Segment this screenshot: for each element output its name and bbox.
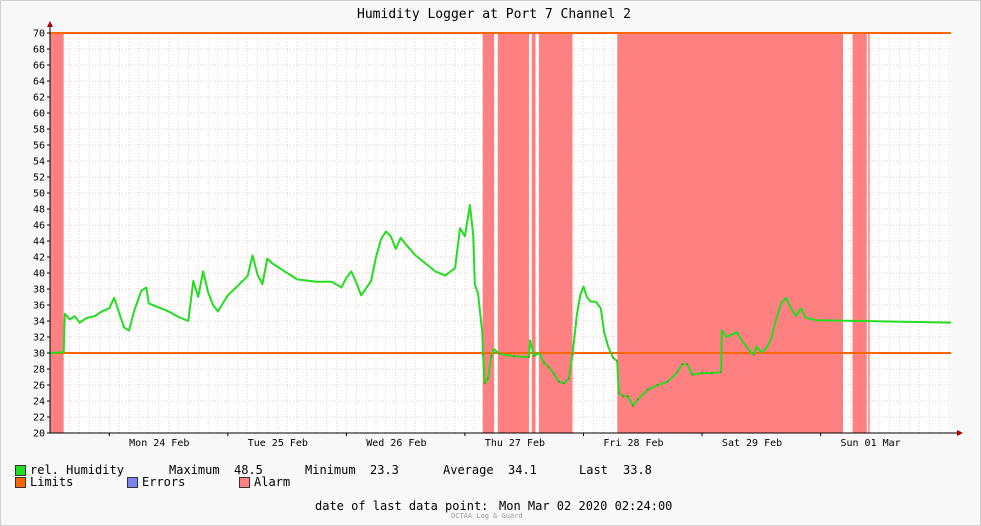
alarm-band: [617, 33, 843, 433]
y-tick-label: 40: [33, 269, 45, 280]
alarm-swatch: [239, 477, 250, 488]
humidity-point: [571, 353, 574, 356]
humidity-point: [552, 372, 555, 375]
average-label: Average: [443, 463, 494, 477]
y-tick-label: 34: [33, 317, 45, 328]
y-tick-label: 30: [33, 349, 45, 360]
humidity-point: [612, 356, 615, 359]
y-tick-label: 28: [33, 365, 45, 376]
humidity-point: [691, 373, 694, 376]
y-tick-label: 42: [33, 253, 45, 264]
humidity-point: [711, 372, 713, 374]
humidity-point: [513, 355, 516, 358]
y-tick-label: 32: [33, 333, 45, 344]
alarm-band: [50, 33, 64, 433]
x-tick-label: Wed 26 Feb: [366, 438, 426, 449]
x-tick-label: Fri 28 Feb: [603, 438, 663, 449]
minimum-label: Minimum: [305, 463, 356, 477]
legend-alarm-label: Alarm: [254, 475, 291, 489]
humidity-point: [646, 388, 649, 391]
humidity-point: [701, 372, 703, 374]
y-tick-label: 44: [33, 237, 45, 248]
humidity-point: [616, 360, 619, 362]
y-tick-label: 66: [33, 61, 45, 72]
last-data-point-label: date of last data point:: [315, 499, 489, 513]
y-tick-label: 20: [33, 429, 45, 440]
y-tick-label: 58: [33, 125, 45, 136]
x-tick-label: Mon 24 Feb: [129, 438, 189, 449]
humidity-point: [557, 380, 560, 383]
legend-limits-label: Limits: [30, 475, 74, 489]
y-tick-label: 36: [33, 301, 45, 312]
y-tick-label: 56: [33, 141, 45, 152]
y-tick-label: 26: [33, 381, 45, 392]
humidity-point: [676, 371, 679, 374]
y-tick-label: 46: [33, 221, 45, 232]
maximum-value: 48.5: [234, 463, 263, 477]
humidity-point: [543, 361, 545, 364]
alarm-band: [852, 33, 867, 433]
alarm-band: [482, 33, 494, 433]
y-tick-label: 38: [33, 285, 45, 296]
humidity-point: [487, 377, 489, 380]
y-tick-label: 52: [33, 173, 45, 184]
y-tick-label: 24: [33, 397, 45, 408]
errors-swatch: [127, 477, 138, 488]
humidity-point: [567, 377, 570, 380]
humidity-point: [548, 366, 550, 369]
watermark: OCTAA Log & Guard: [451, 512, 523, 520]
humidity-point: [490, 355, 493, 358]
humidity-point: [753, 353, 755, 356]
y-tick-label: 60: [33, 109, 45, 120]
maximum-label: Maximum: [169, 463, 220, 477]
humidity-point: [631, 404, 634, 407]
y-axis-arrow: [47, 21, 53, 27]
average-value: 34.1: [508, 463, 537, 477]
alarm-band: [531, 33, 536, 433]
humidity-point: [627, 395, 629, 398]
humidity-point: [483, 382, 486, 385]
humidity-point: [656, 384, 659, 386]
last-label: Last: [579, 463, 608, 477]
humidity-swatch: [15, 465, 26, 476]
humidity-point: [622, 395, 624, 398]
x-tick-label: Sun 01 Mar: [840, 438, 900, 449]
humidity-point: [482, 353, 484, 356]
x-tick-label: Tue 25 Feb: [248, 438, 308, 449]
humidity-point: [528, 356, 530, 358]
alarm-band: [868, 33, 870, 433]
humidity-point: [636, 398, 639, 401]
y-tick-label: 22: [33, 413, 45, 424]
humidity-point: [681, 363, 684, 366]
legend-errors-label: Errors: [142, 475, 186, 489]
humidity-point: [562, 382, 565, 385]
y-tick-label: 62: [33, 93, 45, 104]
last-data-point-value: Mon Mar 02 2020 02:24:00: [499, 499, 673, 513]
humidity-point: [686, 363, 689, 366]
y-tick-label: 48: [33, 205, 45, 216]
minimum-value: 23.3: [370, 463, 399, 477]
x-tick-label: Sat 29 Feb: [722, 438, 782, 449]
chart-title: Humidity Logger at Port 7 Channel 2: [357, 7, 631, 22]
x-axis-arrow: [957, 430, 963, 436]
humidity-series-line: [49, 204, 952, 407]
humidity-point: [533, 355, 535, 358]
humidity-point: [498, 352, 501, 355]
humidity-point: [720, 371, 722, 374]
y-tick-label: 54: [33, 157, 45, 168]
alarm-band: [497, 33, 529, 433]
x-tick-label: Thu 27 Feb: [485, 438, 545, 449]
y-tick-label: 64: [33, 77, 45, 88]
alarm-band: [538, 33, 573, 433]
limits-swatch: [15, 477, 26, 488]
y-tick-label: 70: [33, 29, 45, 40]
y-tick-label: 68: [33, 45, 45, 56]
humidity-point: [666, 380, 669, 383]
legend-humidity-label: rel. Humidity: [30, 463, 124, 477]
last-value: 33.8: [623, 463, 652, 477]
y-tick-label: 50: [33, 189, 45, 200]
humidity-point: [617, 392, 620, 394]
